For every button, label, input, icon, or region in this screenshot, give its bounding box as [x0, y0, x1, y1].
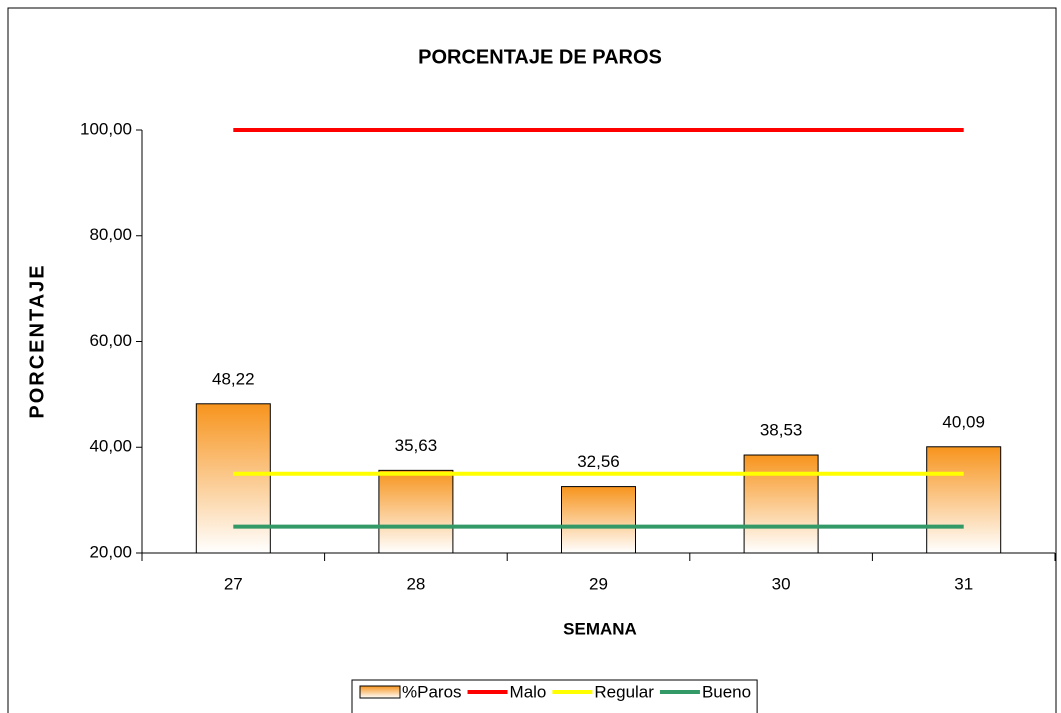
legend-label: Bueno [702, 682, 751, 701]
y-tick-label: 40,00 [89, 437, 132, 456]
legend-swatch [359, 685, 401, 699]
bar [743, 454, 819, 554]
bar [195, 403, 271, 554]
y-axis-label: PORCENTAJE [26, 263, 48, 418]
data-label: 38,53 [760, 421, 803, 440]
chart-title: PORCENTAJE DE PAROS [418, 46, 662, 68]
bar [926, 446, 1002, 554]
legend-box [351, 679, 758, 713]
x-tick-label: 27 [224, 574, 243, 593]
legend-label: Regular [594, 682, 654, 701]
y-tick-label: 80,00 [89, 225, 132, 244]
x-tick-label: 29 [589, 574, 608, 593]
data-label: 32,56 [577, 452, 620, 471]
y-tick-label: 100,00 [80, 119, 132, 138]
y-tick-label: 20,00 [89, 542, 132, 561]
bar [378, 469, 454, 554]
data-label: 40,09 [942, 412, 985, 431]
legend-label: Malo [510, 682, 547, 701]
bar [561, 486, 636, 554]
x-axis-label: SEMANA [563, 619, 637, 638]
x-tick-label: 28 [406, 574, 425, 593]
y-tick-label: 60,00 [89, 331, 132, 350]
x-tick-label: 31 [954, 574, 973, 593]
legend-label: %Paros [402, 682, 462, 701]
chart-frame [7, 7, 1057, 713]
data-label: 35,63 [395, 436, 438, 455]
legend: %Paros Malo Regular Bueno [351, 679, 758, 713]
x-tick-label: 30 [772, 574, 791, 593]
data-label: 48,22 [212, 369, 255, 388]
